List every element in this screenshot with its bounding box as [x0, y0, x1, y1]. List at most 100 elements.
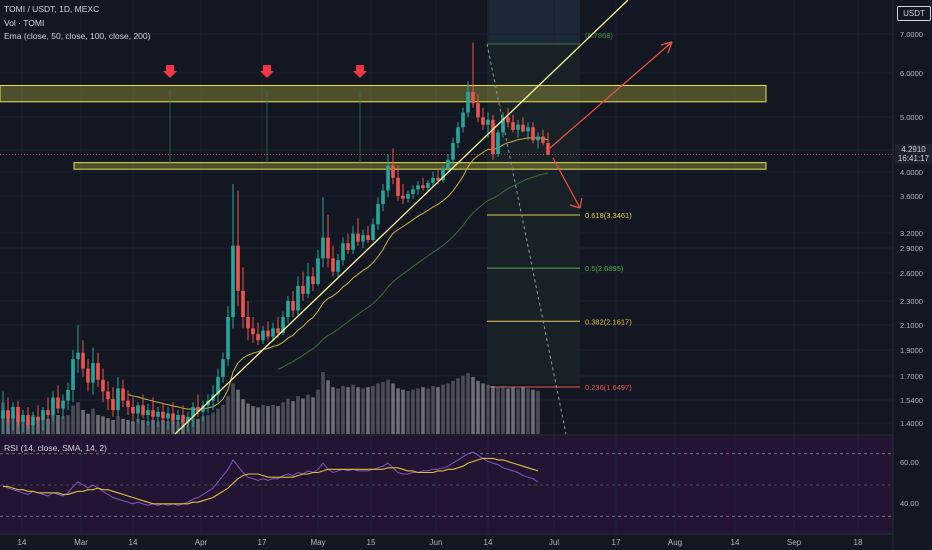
- candle-body: [91, 363, 95, 383]
- volume-bar: [306, 394, 310, 434]
- candle-body: [151, 410, 155, 417]
- candle: [466, 81, 470, 118]
- candle-body: [336, 260, 340, 272]
- candle-body: [116, 388, 120, 411]
- candle: [301, 271, 305, 301]
- candle-body: [126, 400, 130, 407]
- candle: [166, 406, 170, 429]
- candle-body: [416, 185, 420, 190]
- candle-body: [511, 122, 515, 130]
- volume-bar: [381, 382, 385, 434]
- candle-body: [276, 328, 280, 334]
- candle: [456, 122, 460, 149]
- candle: [76, 324, 80, 373]
- candle: [256, 322, 260, 346]
- candle-body: [16, 406, 20, 422]
- candle: [541, 129, 545, 146]
- rsi-sma-line: [3, 457, 539, 505]
- candle: [406, 190, 410, 203]
- candle: [276, 317, 280, 338]
- candle: [431, 171, 435, 188]
- quote-currency-badge[interactable]: USDT: [897, 6, 931, 21]
- candle: [531, 122, 535, 143]
- candle-body: [36, 416, 40, 421]
- candle-body: [26, 415, 30, 426]
- candle-body: [366, 235, 370, 240]
- price-tick-label: 2.3000: [900, 297, 923, 306]
- candle-body: [236, 245, 240, 291]
- candle: [46, 397, 50, 421]
- candle: [411, 185, 415, 199]
- ema-legend: Ema (close, 50, close, 100, close, 200): [4, 31, 151, 41]
- price-tick-label: 6.0000: [900, 69, 923, 78]
- candle: [101, 368, 105, 403]
- volume-bar: [416, 388, 420, 434]
- candle-body: [6, 410, 10, 419]
- candle: [21, 410, 25, 433]
- candle-body: [486, 119, 490, 125]
- candle-body: [231, 245, 235, 318]
- volume-bar: [391, 383, 395, 434]
- last-price-tag: 4.2910 16:41:17: [895, 144, 932, 164]
- volume-bar: [386, 379, 390, 434]
- candle: [291, 290, 295, 318]
- candle: [231, 184, 235, 329]
- bearish-arrowhead-icon: [569, 197, 583, 209]
- candle: [196, 394, 200, 417]
- candle-body: [41, 410, 45, 421]
- candle: [131, 397, 135, 422]
- volume-bar: [101, 416, 105, 434]
- price-tick-label: 2.1000: [900, 321, 923, 330]
- candle: [376, 197, 380, 230]
- candle-body: [316, 258, 320, 284]
- candle: [356, 218, 360, 246]
- candle-body: [356, 233, 360, 242]
- price-tick-label: 7.0000: [900, 30, 923, 39]
- candle-body: [421, 185, 425, 188]
- candle-body: [371, 224, 375, 240]
- candle-body: [381, 190, 385, 205]
- candle-body: [496, 132, 500, 155]
- bearish-arrow-line: [552, 157, 581, 209]
- volume-bar: [86, 413, 90, 434]
- candle: [146, 403, 150, 426]
- candle-body: [306, 276, 310, 294]
- projection-dashed-line: [486, 43, 567, 435]
- volume-bar: [316, 389, 320, 434]
- volume-bar: [156, 421, 160, 434]
- candle: [251, 317, 255, 343]
- volume-bar: [451, 380, 455, 434]
- candle-body: [61, 400, 65, 409]
- candle-body: [361, 235, 365, 242]
- volume-bar: [196, 418, 200, 434]
- time-tick-label: May: [310, 538, 325, 547]
- candle-body: [396, 177, 400, 196]
- candle: [346, 233, 350, 255]
- price-tick-label: 2.6000: [900, 269, 923, 278]
- support-zone: [73, 162, 767, 170]
- candle-body: [331, 258, 335, 272]
- volume-bar: [106, 418, 110, 434]
- candle-body: [141, 405, 145, 416]
- volume-bar: [131, 421, 135, 434]
- candle: [361, 229, 365, 249]
- volume-bar: [511, 387, 515, 434]
- candle: [71, 350, 75, 403]
- volume-bar: [281, 402, 285, 434]
- time-tick-label: 14: [731, 538, 740, 547]
- price-axis: [893, 0, 932, 550]
- candle-body: [101, 379, 105, 392]
- candle-body: [301, 285, 305, 294]
- candle: [461, 107, 465, 133]
- volume-bar: [506, 388, 510, 434]
- candle-body: [161, 411, 165, 419]
- candle-body: [391, 165, 395, 178]
- candle-body: [111, 399, 115, 411]
- volume-bar: [221, 404, 225, 434]
- candle-body: [321, 237, 325, 259]
- candle: [506, 107, 510, 128]
- rsi-tick-label: 40.00: [900, 499, 919, 508]
- candle-body: [376, 204, 380, 225]
- candle-body: [66, 389, 70, 401]
